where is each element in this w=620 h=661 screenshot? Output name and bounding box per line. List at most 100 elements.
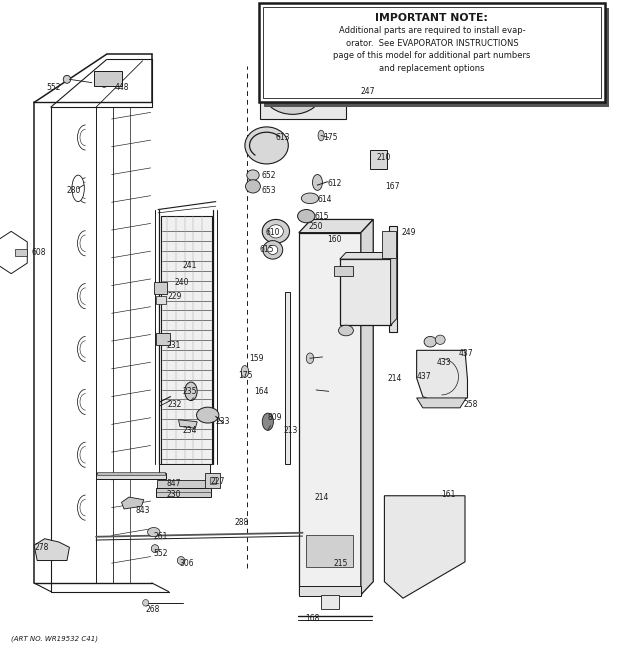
Text: 268: 268 <box>146 605 160 614</box>
Text: IMPORTANT NOTE:: IMPORTANT NOTE: <box>375 13 489 22</box>
Text: 843: 843 <box>135 506 149 515</box>
Polygon shape <box>299 219 373 233</box>
Ellipse shape <box>306 353 314 364</box>
Text: 232: 232 <box>167 400 182 409</box>
Polygon shape <box>384 496 465 598</box>
Text: 235: 235 <box>183 387 197 396</box>
Text: 653: 653 <box>262 186 277 195</box>
Text: 233: 233 <box>216 417 230 426</box>
Ellipse shape <box>312 175 322 190</box>
Text: 608: 608 <box>31 248 45 257</box>
Text: 552: 552 <box>154 549 168 559</box>
Text: 241: 241 <box>183 261 197 270</box>
Text: 214: 214 <box>388 373 402 383</box>
Bar <box>306 535 353 567</box>
Bar <box>156 488 211 497</box>
Text: 230: 230 <box>166 490 180 499</box>
Ellipse shape <box>148 527 160 537</box>
Text: 612: 612 <box>327 179 342 188</box>
Bar <box>259 3 604 102</box>
Text: 278: 278 <box>34 543 48 552</box>
Polygon shape <box>34 539 69 561</box>
Ellipse shape <box>301 193 319 204</box>
Text: 552: 552 <box>46 83 61 92</box>
Text: 614: 614 <box>317 195 332 204</box>
Bar <box>96 473 166 479</box>
Bar <box>15 249 27 256</box>
Ellipse shape <box>100 78 108 87</box>
Text: 175: 175 <box>239 371 253 380</box>
Ellipse shape <box>424 336 436 347</box>
Bar <box>157 480 211 489</box>
Bar <box>159 464 210 481</box>
Text: 231: 231 <box>166 340 180 350</box>
Bar <box>285 292 290 464</box>
Text: 258: 258 <box>464 400 478 409</box>
Polygon shape <box>0 231 27 274</box>
Text: 210: 210 <box>377 153 391 162</box>
Text: 437: 437 <box>417 372 432 381</box>
Text: 448: 448 <box>115 83 129 92</box>
Ellipse shape <box>274 77 311 106</box>
Bar <box>156 296 166 304</box>
Text: 175: 175 <box>324 133 338 142</box>
Text: 261: 261 <box>154 532 168 541</box>
Polygon shape <box>340 253 397 259</box>
Text: 847: 847 <box>166 479 180 488</box>
Polygon shape <box>417 350 467 405</box>
Text: 229: 229 <box>167 292 182 301</box>
Text: 159: 159 <box>249 354 264 363</box>
Ellipse shape <box>262 219 290 243</box>
Polygon shape <box>179 420 197 428</box>
Text: 227: 227 <box>211 477 225 486</box>
Text: 247: 247 <box>361 87 375 96</box>
Ellipse shape <box>246 180 260 193</box>
Ellipse shape <box>268 245 278 254</box>
Bar <box>334 266 353 276</box>
Polygon shape <box>391 253 397 325</box>
Ellipse shape <box>185 382 197 401</box>
Polygon shape <box>361 219 373 595</box>
Ellipse shape <box>268 225 283 238</box>
Text: 250: 250 <box>309 221 323 231</box>
Text: 306: 306 <box>180 559 195 568</box>
Ellipse shape <box>247 170 259 180</box>
Text: Additional parts are required to install evap-
orator.  See EVAPORATOR INSTRUCTI: Additional parts are required to install… <box>333 26 531 73</box>
Ellipse shape <box>262 413 273 430</box>
Text: 288: 288 <box>234 518 249 527</box>
Text: (ART NO. WR19532 C41): (ART NO. WR19532 C41) <box>11 636 98 642</box>
Bar <box>161 216 212 464</box>
Ellipse shape <box>263 68 322 114</box>
Text: 240: 240 <box>175 278 189 288</box>
Text: 213: 213 <box>284 426 298 436</box>
Bar <box>340 259 391 325</box>
Bar <box>321 595 339 609</box>
Bar <box>299 233 361 595</box>
Ellipse shape <box>435 335 445 344</box>
Bar <box>205 473 220 488</box>
Text: 437: 437 <box>459 349 474 358</box>
Text: 613: 613 <box>276 133 290 142</box>
Text: 809: 809 <box>268 413 282 422</box>
Bar <box>299 586 361 596</box>
Text: 610: 610 <box>265 228 280 237</box>
Text: 160: 160 <box>327 235 342 244</box>
Text: 280: 280 <box>67 186 81 195</box>
Bar <box>97 472 165 475</box>
Ellipse shape <box>197 407 219 423</box>
Ellipse shape <box>63 75 71 83</box>
Text: 615: 615 <box>315 212 329 221</box>
Ellipse shape <box>143 600 149 606</box>
Bar <box>264 8 609 107</box>
Text: 168: 168 <box>305 613 319 623</box>
Text: 214: 214 <box>315 492 329 502</box>
Bar <box>154 282 167 294</box>
Ellipse shape <box>241 366 249 377</box>
Ellipse shape <box>245 127 288 164</box>
Text: 615: 615 <box>259 245 273 254</box>
Bar <box>263 7 601 98</box>
Text: 167: 167 <box>386 182 400 191</box>
Ellipse shape <box>339 325 353 336</box>
Ellipse shape <box>263 241 283 259</box>
Text: 249: 249 <box>402 228 416 237</box>
